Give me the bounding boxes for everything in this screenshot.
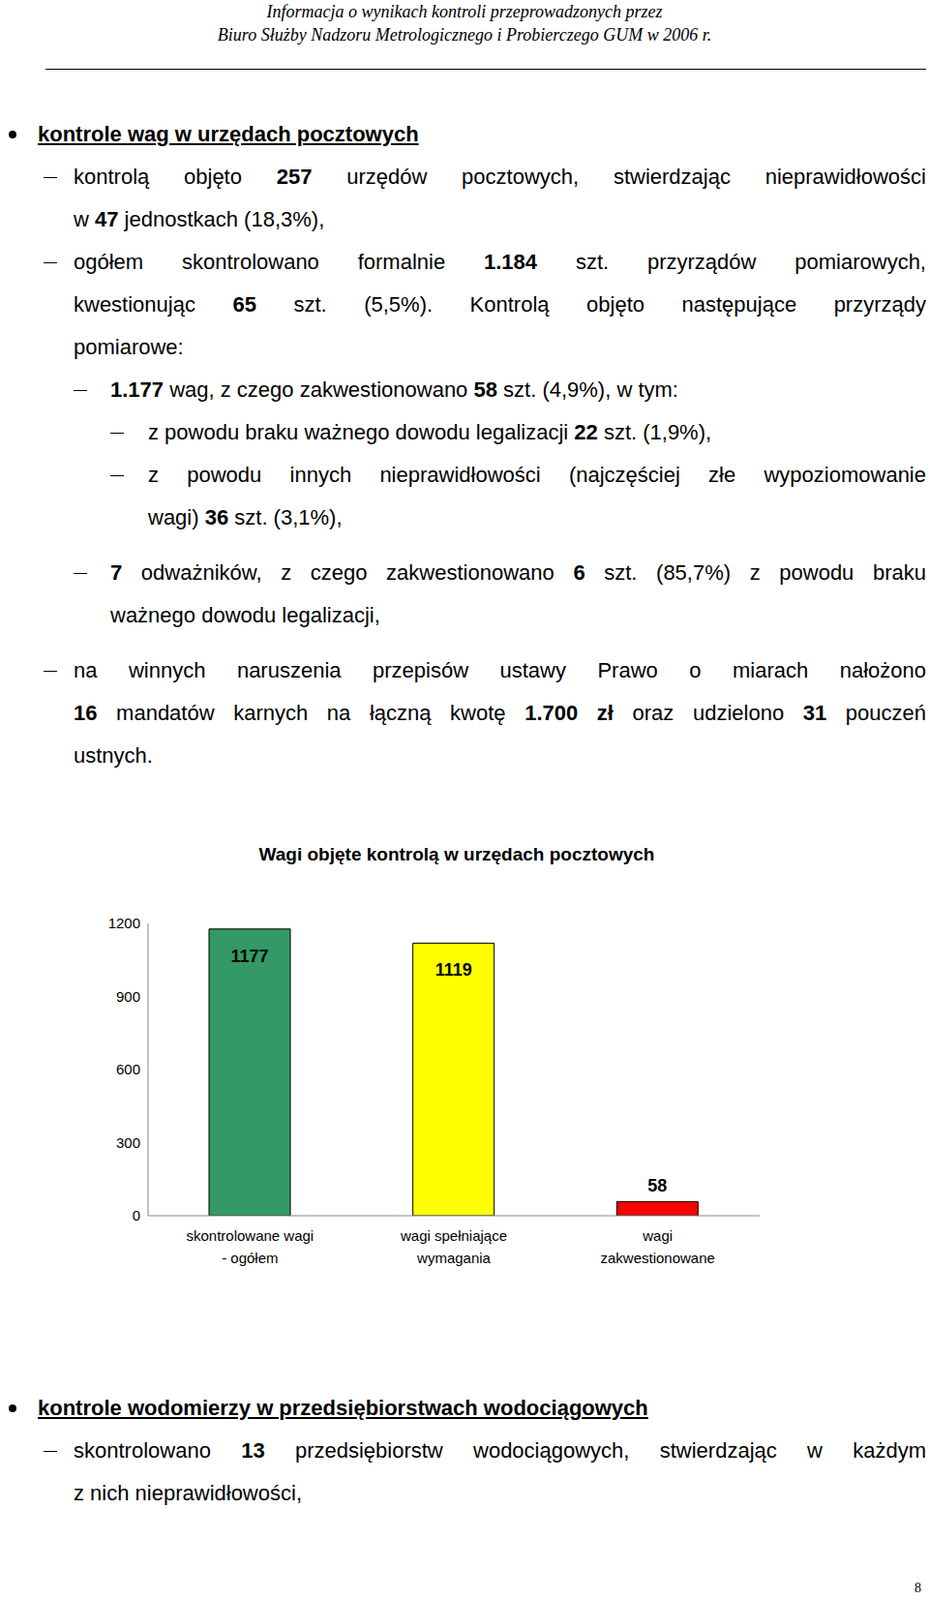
- svg-text:58: 58: [647, 1175, 667, 1196]
- svg-text:wagizakwestionowane: wagizakwestionowane: [599, 1227, 715, 1266]
- svg-text:900: 900: [116, 988, 141, 1005]
- html-text:7 odważników, z czego zakwesti: 7 odważników, z czego zakwestionowano 6 …: [110, 560, 927, 585]
- html-text:kwestionując 65 szt. (5,5%). K: kwestionując 65 szt. (5,5%). Kontrolą ob…: [73, 292, 927, 317]
- html-text:kontrolą objęto 257 urzędów po: kontrolą objęto 257 urzędów pocztowych, …: [73, 164, 927, 189]
- svg-text:300: 300: [116, 1134, 141, 1151]
- html-text:kontrole wodomierzy w przedsię: kontrole wodomierzy w przedsiębiorstwach…: [37, 1395, 649, 1420]
- html-text:1.177 wag, z czego zakwestiono: 1.177 wag, z czego zakwestionowano 58 sz…: [110, 377, 679, 402]
- svg-text:skontrolowane wagi- ogółem: skontrolowane wagi- ogółem: [185, 1227, 314, 1266]
- html-text:ogółem skontrolowano formalnie: ogółem skontrolowano formalnie 1.184 szt…: [73, 249, 927, 274]
- html-text:kontrole wag w urzędach poczto: kontrole wag w urzędach pocztowych: [37, 121, 419, 147]
- html-text:na winnych naruszenia przepisó: na winnych naruszenia przepisów ustawy P…: [73, 658, 927, 683]
- html-text:16 mandatów karnych na łączną: 16 mandatów karnych na łączną kwotę 1.70…: [73, 700, 927, 725]
- svg-text:1177: 1177: [230, 946, 269, 966]
- html-text:Wagi objęte kontrolą w urzędac: Wagi objęte kontrolą w urzędach pocztowy…: [258, 843, 655, 865]
- html-text:z nich nieprawidłowości,: z nich nieprawidłowości,: [73, 1480, 302, 1505]
- svg-text:0: 0: [132, 1206, 141, 1224]
- svg-text:600: 600: [116, 1060, 141, 1078]
- html-text:z powodu innych nieprawidłowoś: z powodu innych nieprawidłowości (najczę…: [148, 462, 927, 487]
- svg-text:1200: 1200: [108, 914, 141, 931]
- html-text:ważnego dowodu legalizacji,: ważnego dowodu legalizacji,: [110, 602, 381, 628]
- svg-text:wagi spełniającewymagania: wagi spełniającewymagania: [399, 1227, 508, 1266]
- html-text:skontrolowano 13 przedsiębiors: skontrolowano 13 przedsiębiorstw wodocią…: [73, 1438, 927, 1463]
- html-text:Biuro Służby Nadzoru Metrologi: Biuro Służby Nadzoru Metrologicznego i P…: [217, 25, 712, 45]
- html-text:ustnych.: ustnych.: [73, 743, 153, 768]
- html-text:z powodu braku ważnego dowodu: z powodu braku ważnego dowodu legalizacj…: [148, 419, 712, 445]
- html-text:Informacja o wynikach kontroli: Informacja o wynikach kontroli przeprowa…: [266, 1, 663, 22]
- html-text:w 47 jednostkach (18,3%),: w 47 jednostkach (18,3%),: [73, 207, 325, 232]
- svg-text:1119: 1119: [435, 959, 473, 980]
- html-text:pomiarowe:: pomiarowe:: [73, 334, 184, 360]
- html-text:wagi) 36 szt. (3,1%),: wagi) 36 szt. (3,1%),: [148, 505, 343, 530]
- html-text:8: 8: [914, 1580, 922, 1595]
